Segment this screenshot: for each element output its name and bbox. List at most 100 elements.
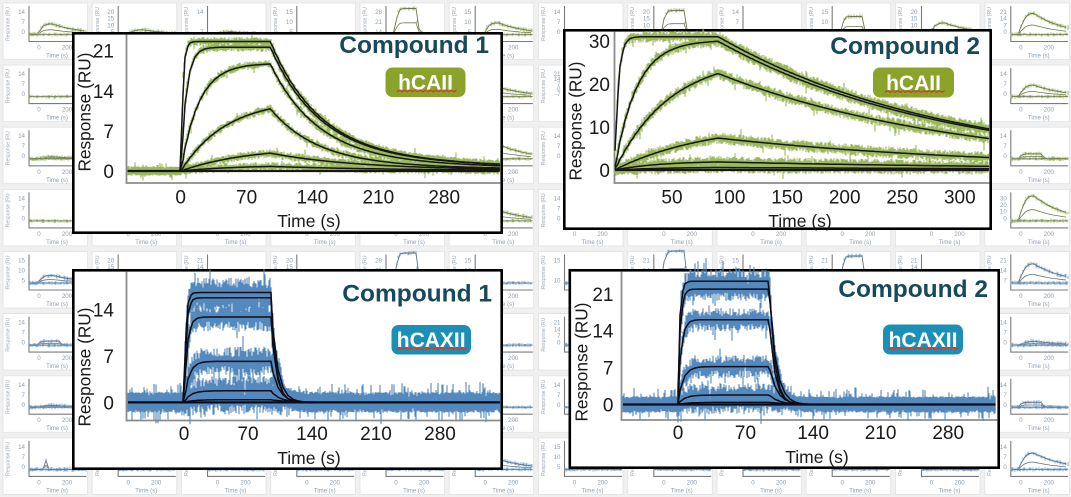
svg-text:0: 0: [557, 340, 561, 347]
svg-text:280: 280: [428, 188, 460, 209]
svg-text:15: 15: [286, 9, 293, 16]
svg-text:Response (RU: Response (RU: [6, 193, 12, 227]
svg-text:150: 150: [771, 188, 803, 209]
svg-text:15: 15: [464, 258, 471, 265]
svg-text:Time (s): Time (s): [849, 488, 871, 494]
svg-text:15: 15: [18, 258, 25, 265]
svg-text:0: 0: [557, 215, 561, 222]
svg-text:Time (s): Time (s): [1028, 364, 1050, 370]
svg-text:10: 10: [554, 278, 561, 285]
svg-text:200: 200: [1044, 169, 1055, 176]
svg-text:Time (s): Time (s): [768, 211, 832, 231]
svg-text:200: 200: [597, 231, 608, 238]
svg-text:14: 14: [93, 301, 115, 322]
svg-text:10: 10: [643, 22, 650, 29]
svg-text:0: 0: [1019, 169, 1023, 176]
svg-text:0: 0: [394, 479, 398, 486]
svg-text:Response (RU: Response (RU: [95, 7, 101, 41]
svg-text:Time (s): Time (s): [46, 364, 68, 370]
svg-text:Response (RU: Response (RU: [541, 7, 547, 41]
svg-text:Compound 2: Compound 2: [830, 33, 980, 60]
svg-text:21: 21: [1000, 9, 1007, 16]
svg-text:14: 14: [554, 9, 561, 16]
svg-text:200: 200: [508, 169, 519, 176]
svg-text:0: 0: [1003, 153, 1007, 160]
svg-text:0: 0: [1003, 340, 1007, 347]
svg-text:14: 14: [18, 382, 25, 389]
svg-text:15: 15: [554, 444, 561, 451]
svg-text:Response (RU: Response (RU: [452, 7, 458, 41]
svg-text:200: 200: [1044, 107, 1055, 114]
svg-text:0: 0: [557, 153, 561, 160]
svg-text:7: 7: [1003, 330, 1007, 337]
svg-text:hCAXII: hCAXII: [889, 329, 958, 352]
svg-text:200: 200: [62, 169, 73, 176]
svg-text:7: 7: [22, 392, 26, 399]
svg-text:Response (RU: Response (RU: [363, 7, 369, 41]
svg-text:Time (s): Time (s): [46, 240, 68, 246]
svg-text:0: 0: [22, 402, 26, 409]
svg-text:14: 14: [1000, 71, 1007, 78]
svg-text:0: 0: [22, 153, 26, 160]
svg-text:0: 0: [305, 231, 309, 238]
svg-text:Time (s): Time (s): [314, 488, 336, 494]
svg-text:0: 0: [930, 479, 934, 486]
svg-text:14: 14: [1000, 320, 1007, 327]
svg-text:Time (s): Time (s): [277, 211, 341, 231]
svg-text:20: 20: [286, 258, 293, 265]
svg-text:15: 15: [821, 9, 828, 16]
svg-text:Response (RU: Response (RU: [898, 7, 904, 41]
svg-text:15: 15: [286, 264, 293, 271]
svg-text:200: 200: [508, 107, 519, 114]
svg-text:0: 0: [216, 231, 220, 238]
svg-text:14: 14: [197, 264, 204, 271]
svg-text:200: 200: [62, 107, 73, 114]
svg-text:0: 0: [179, 424, 190, 445]
svg-text:200: 200: [62, 293, 73, 300]
svg-text:200: 200: [508, 293, 519, 300]
svg-text:Time (s): Time (s): [225, 240, 247, 246]
svg-text:Time (s): Time (s): [403, 488, 425, 494]
svg-text:21: 21: [554, 320, 561, 327]
svg-text:Response (RU: Response (RU: [720, 7, 726, 41]
svg-text:14: 14: [1000, 444, 1007, 451]
svg-text:7: 7: [557, 205, 561, 212]
svg-text:0: 0: [103, 162, 114, 183]
svg-text:30: 30: [1000, 195, 1007, 202]
svg-text:Time (s): Time (s): [939, 488, 961, 494]
svg-text:0: 0: [573, 231, 577, 238]
svg-text:0: 0: [37, 45, 41, 52]
svg-text:0: 0: [37, 107, 41, 114]
svg-text:14: 14: [18, 71, 25, 78]
svg-text:Time (s): Time (s): [46, 116, 68, 122]
svg-text:0: 0: [1019, 107, 1023, 114]
svg-text:7: 7: [1003, 278, 1007, 285]
svg-text:0: 0: [1019, 355, 1023, 362]
svg-text:Response (RU: Response (RU: [273, 7, 279, 41]
svg-text:70: 70: [237, 424, 258, 445]
svg-text:Time (s): Time (s): [46, 488, 68, 494]
svg-text:Time (s): Time (s): [46, 426, 68, 432]
svg-text:15: 15: [107, 264, 114, 271]
svg-text:7: 7: [557, 392, 561, 399]
svg-text:50: 50: [661, 188, 682, 209]
svg-text:7: 7: [22, 81, 26, 88]
svg-text:140: 140: [297, 188, 329, 209]
svg-text:Response (RU: Response (RU: [541, 131, 547, 165]
svg-text:21: 21: [375, 19, 382, 26]
svg-text:21: 21: [911, 258, 918, 265]
svg-text:Time (s): Time (s): [492, 488, 514, 494]
svg-text:200: 200: [62, 479, 73, 486]
svg-text:28: 28: [375, 258, 382, 265]
svg-text:200: 200: [330, 231, 341, 238]
svg-text:0: 0: [557, 29, 561, 36]
svg-text:10: 10: [464, 19, 471, 26]
svg-text:0: 0: [175, 188, 186, 209]
svg-text:14: 14: [592, 322, 614, 343]
svg-text:Time (s): Time (s): [760, 240, 782, 246]
svg-text:0: 0: [1019, 293, 1023, 300]
svg-text:Time (s): Time (s): [492, 54, 514, 60]
svg-text:0: 0: [37, 479, 41, 486]
svg-text:Time (s): Time (s): [403, 240, 425, 246]
svg-text:Time (s): Time (s): [46, 302, 68, 308]
